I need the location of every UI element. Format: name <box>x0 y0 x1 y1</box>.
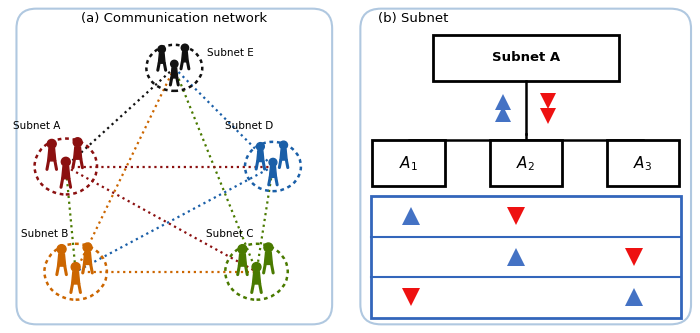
Bar <box>607 140 679 186</box>
FancyBboxPatch shape <box>360 9 691 324</box>
Circle shape <box>158 46 165 53</box>
Circle shape <box>252 262 261 271</box>
Polygon shape <box>270 166 276 177</box>
Circle shape <box>279 141 288 149</box>
Circle shape <box>269 159 277 166</box>
Circle shape <box>238 245 247 253</box>
Circle shape <box>83 243 92 252</box>
Bar <box>372 140 444 186</box>
Polygon shape <box>171 68 178 78</box>
Text: Subnet B: Subnet B <box>22 229 69 239</box>
Text: $A_2$: $A_2$ <box>516 154 536 172</box>
Polygon shape <box>83 252 92 264</box>
Circle shape <box>264 243 273 252</box>
Polygon shape <box>265 252 272 264</box>
Bar <box>433 35 619 81</box>
FancyBboxPatch shape <box>17 9 332 324</box>
Text: (a) Communication network: (a) Communication network <box>81 12 267 25</box>
Circle shape <box>171 60 178 68</box>
Polygon shape <box>257 151 264 162</box>
Text: Subnet D: Subnet D <box>225 121 274 131</box>
Text: $A_3$: $A_3$ <box>634 154 652 172</box>
Text: $A_1$: $A_1$ <box>399 154 418 172</box>
Text: Subnet A: Subnet A <box>13 121 61 131</box>
Text: Subnet C: Subnet C <box>206 229 253 239</box>
Circle shape <box>256 143 265 151</box>
Bar <box>371 196 680 318</box>
Polygon shape <box>74 147 82 159</box>
Circle shape <box>62 157 70 166</box>
Circle shape <box>48 140 56 148</box>
Circle shape <box>71 262 80 271</box>
Polygon shape <box>71 272 80 284</box>
Polygon shape <box>48 149 56 161</box>
Polygon shape <box>280 149 287 160</box>
Circle shape <box>74 138 82 147</box>
Polygon shape <box>181 52 188 62</box>
Text: (b) Subnet: (b) Subnet <box>377 12 448 25</box>
Polygon shape <box>158 53 165 63</box>
Circle shape <box>57 245 66 253</box>
Bar <box>489 140 562 186</box>
Polygon shape <box>62 166 70 179</box>
Text: Subnet A: Subnet A <box>491 52 560 65</box>
Text: Subnet E: Subnet E <box>207 48 254 58</box>
Polygon shape <box>253 272 260 284</box>
Polygon shape <box>239 254 246 266</box>
Polygon shape <box>57 254 66 266</box>
Circle shape <box>181 44 188 52</box>
